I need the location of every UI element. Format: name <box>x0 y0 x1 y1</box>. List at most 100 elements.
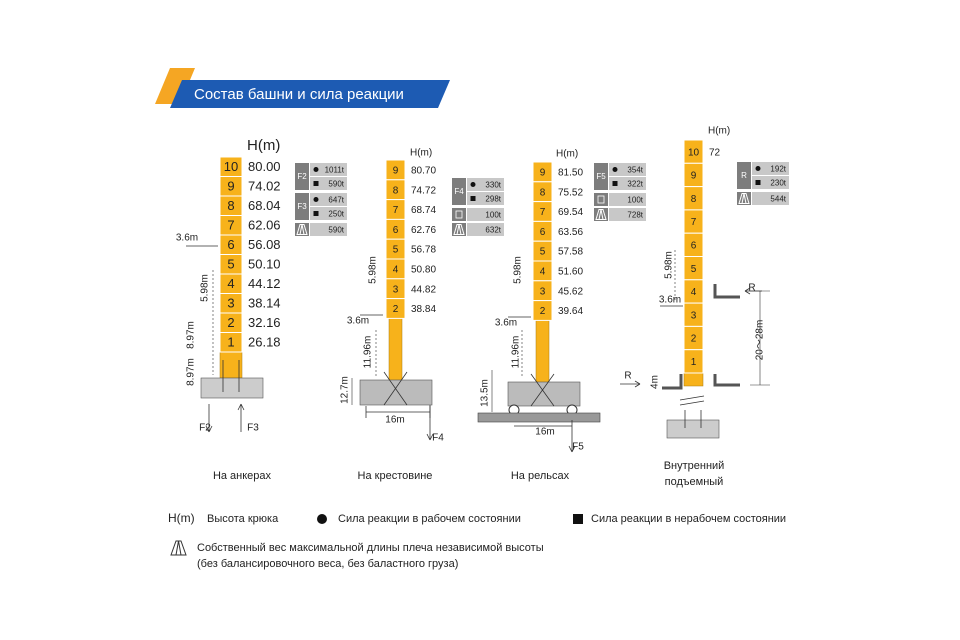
ballast-value: 100t <box>627 196 643 205</box>
section-number: 9 <box>540 168 546 179</box>
reaction-value: 590t <box>328 180 344 189</box>
section-number: 8 <box>540 187 546 198</box>
reaction-value: 1011t <box>325 166 345 175</box>
force-label: F4 <box>432 433 444 444</box>
reaction-cell <box>310 193 347 206</box>
idle-symbol <box>313 211 319 216</box>
dimension: 5.98m <box>200 274 211 302</box>
dimension: 8.97m <box>186 321 197 349</box>
legend-self-weight-note: (без балансировочного веса, без баластно… <box>197 558 458 570</box>
working-symbol <box>755 166 761 171</box>
height-value: 39.64 <box>558 306 583 317</box>
dimension: 16m <box>535 427 554 438</box>
reaction-value: 354t <box>627 166 643 175</box>
reaction-value: 330t <box>485 181 501 190</box>
mast-lower <box>535 320 550 389</box>
ground <box>477 412 601 423</box>
height-value: 56.08 <box>248 237 281 252</box>
height-value: 68.74 <box>411 205 436 216</box>
self-weight-value: 728t <box>627 211 643 220</box>
legend-self-weight: Собственный вес максимальной длины плеча… <box>197 542 544 554</box>
weight-icon <box>595 209 607 220</box>
mast-section <box>532 300 553 321</box>
height-value: 44.82 <box>411 284 436 295</box>
reaction-cell <box>310 163 347 176</box>
height-value: 75.52 <box>558 187 583 198</box>
reaction-cell <box>609 163 646 176</box>
force-label: F3 <box>247 423 259 434</box>
dimension: 3.6m <box>659 295 681 306</box>
legend-hm-text: Высота крюка <box>207 513 279 525</box>
dimension: 8.97m <box>186 358 197 386</box>
section-number: 5 <box>540 247 546 258</box>
section-number: 2 <box>393 304 399 315</box>
reaction-label: F3 <box>297 202 307 211</box>
force-label: F2 <box>199 423 211 434</box>
section-number: 7 <box>540 207 546 218</box>
foundation <box>200 377 264 399</box>
section-number: 4 <box>393 265 399 276</box>
height-value: 69.54 <box>558 207 583 218</box>
reaction-label: F5 <box>596 172 606 181</box>
dimension: 4m <box>650 375 661 389</box>
height-value: 32.16 <box>248 315 281 330</box>
dimension: 5.98m <box>513 256 524 284</box>
section-number: 2 <box>540 306 546 317</box>
self-weight-cell <box>609 208 646 221</box>
section-number: 4 <box>540 267 546 278</box>
height-value: 72 <box>709 147 721 158</box>
line <box>429 433 434 441</box>
reaction-cell <box>310 177 347 190</box>
reaction-cell <box>310 207 347 220</box>
dimension: 5.98m <box>664 251 675 279</box>
reaction-cell <box>609 177 646 190</box>
section-number: 3 <box>691 310 697 321</box>
legend-hm: H(m) <box>168 511 195 525</box>
legend-weight-icon <box>170 540 187 556</box>
dimension: 3.6m <box>495 318 517 329</box>
section-number: 5 <box>393 245 399 256</box>
line <box>744 287 751 292</box>
section-number: 6 <box>227 237 234 252</box>
idle-symbol <box>755 180 761 185</box>
legend-working: Сила реакции в рабочем состоянии <box>338 513 521 525</box>
dimension: 11.96m <box>363 336 374 369</box>
section-number: 9 <box>691 171 697 182</box>
self-weight-icon-cell <box>452 223 466 236</box>
dimension: 11.96m <box>511 336 522 369</box>
bracket <box>713 284 740 299</box>
section-number: 9 <box>393 166 399 177</box>
reaction-label-cell <box>295 163 309 190</box>
section-number: 10 <box>688 147 700 158</box>
height-header: H(m) <box>556 149 578 160</box>
height-value: 68.04 <box>248 198 281 213</box>
title: Состав башни и сила реакции <box>194 86 404 103</box>
section-number: 5 <box>227 257 234 272</box>
banner <box>170 80 450 108</box>
section-number: 8 <box>691 194 697 205</box>
ballast-icon-cell <box>594 193 608 206</box>
dimension: 5.98m <box>368 256 379 284</box>
self-weight-icon-cell <box>594 208 608 221</box>
reaction-label-cell <box>452 178 466 205</box>
line <box>744 290 751 295</box>
section-number: 3 <box>227 296 234 311</box>
reaction-label-cell <box>594 163 608 190</box>
height-value: 38.84 <box>411 304 436 315</box>
foundation <box>666 419 720 439</box>
banner-accent <box>155 68 195 104</box>
section-number: 1 <box>691 357 697 368</box>
height-value: 63.56 <box>558 227 583 238</box>
rail-base <box>507 381 581 407</box>
weight-icon <box>453 224 465 235</box>
self-weight-cell <box>752 192 789 205</box>
caption: подъемный <box>665 476 724 488</box>
line <box>634 380 641 385</box>
reaction-cell <box>752 162 789 175</box>
line <box>240 403 245 411</box>
ballast-cell <box>609 193 646 206</box>
section-number: 9 <box>227 179 234 194</box>
line <box>205 425 210 433</box>
section-number: 2 <box>691 334 697 345</box>
